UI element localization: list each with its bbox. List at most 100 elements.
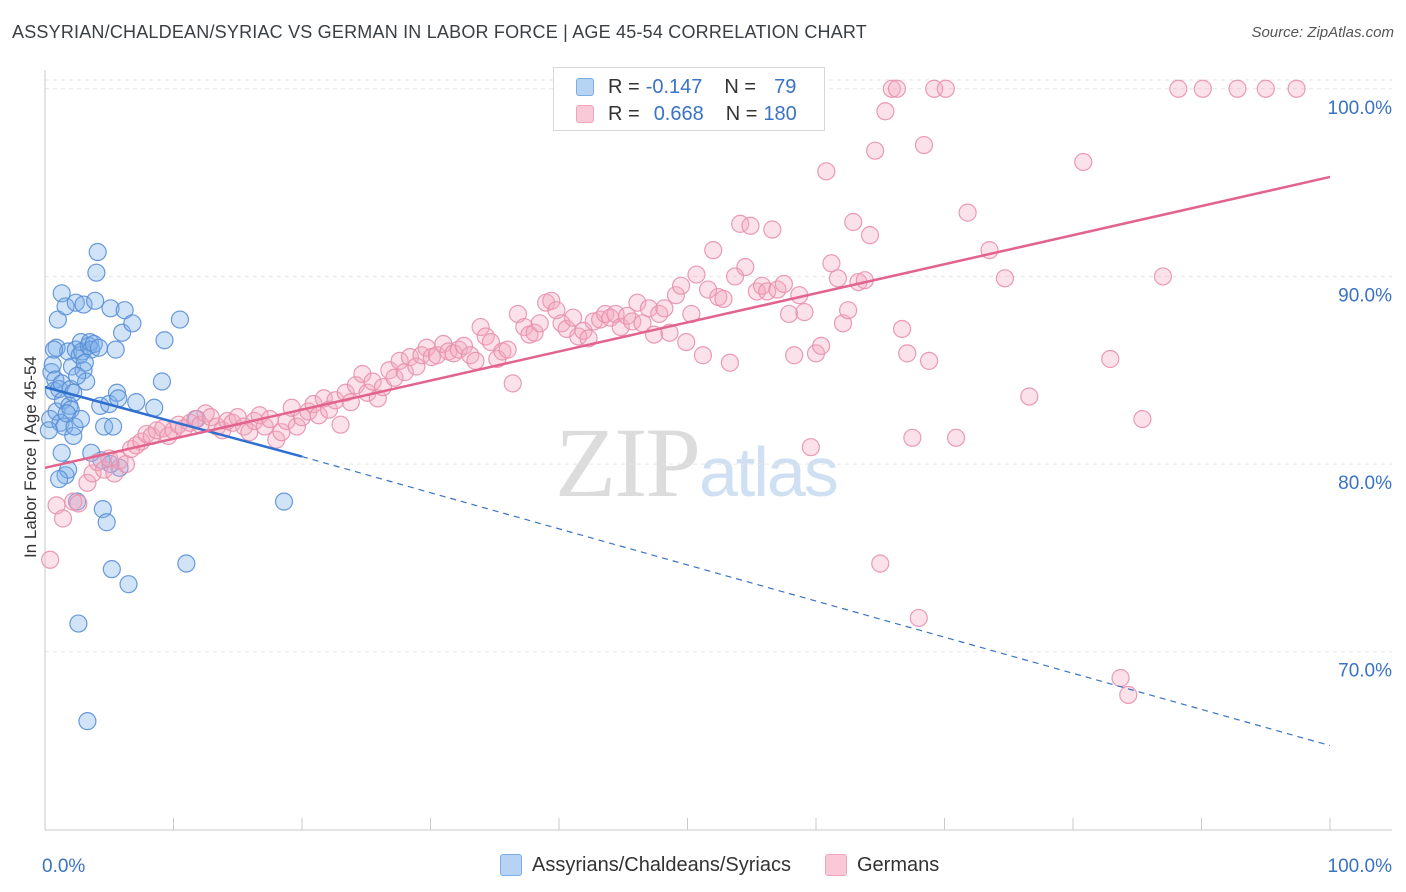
data-point	[1133, 409, 1152, 429]
data-point	[145, 398, 164, 417]
y-tick-label: 80.0%	[1338, 473, 1392, 494]
data-point	[95, 460, 114, 479]
data-point	[123, 314, 142, 333]
data-point	[909, 608, 928, 628]
data-point	[44, 340, 64, 359]
data-point	[78, 473, 97, 492]
watermark-zip: ZIP	[555, 407, 701, 518]
data-point	[331, 415, 350, 434]
data-point	[747, 282, 766, 301]
data-point	[828, 269, 847, 288]
data-point	[43, 355, 62, 374]
data-point	[876, 102, 895, 121]
data-point	[919, 351, 939, 370]
data-point	[1169, 79, 1188, 98]
data-point	[892, 319, 912, 339]
data-point	[628, 293, 647, 312]
data-point	[363, 372, 382, 391]
data-point	[1256, 79, 1275, 98]
data-point	[466, 351, 485, 370]
data-point	[995, 269, 1014, 288]
data-point	[78, 712, 97, 731]
series-germans	[41, 79, 1306, 704]
data-point	[53, 509, 73, 528]
data-point	[763, 220, 782, 239]
data-point	[903, 428, 922, 447]
legend-row-assyrians: R = -0.147 N = 79	[576, 74, 796, 100]
data-point	[104, 417, 123, 436]
data-point	[52, 443, 71, 462]
data-point	[530, 314, 549, 333]
data-point	[97, 513, 116, 532]
data-point	[822, 254, 841, 273]
data-point	[882, 79, 901, 98]
data-point	[127, 393, 146, 412]
chart-source: Source: ZipAtlas.com	[1251, 24, 1394, 41]
data-point	[177, 554, 196, 573]
data-point	[671, 276, 691, 295]
data-point	[287, 417, 306, 436]
data-point	[69, 614, 88, 633]
legend-n-label: N =	[724, 75, 757, 98]
y-tick-label: 90.0%	[1338, 285, 1392, 306]
data-point	[400, 348, 420, 367]
data-point	[385, 368, 404, 387]
data-point	[666, 286, 686, 305]
data-point	[564, 308, 583, 327]
trend-line-assyrians	[44, 385, 303, 458]
data-point	[50, 469, 69, 489]
data-point	[817, 162, 836, 181]
data-point	[774, 274, 793, 294]
data-point	[1074, 152, 1093, 172]
data-point	[64, 426, 83, 446]
y-tick-label: 70.0%	[1338, 661, 1392, 682]
data-point	[74, 295, 93, 314]
data-point	[336, 383, 355, 402]
data-point	[119, 575, 138, 594]
data-point	[1287, 79, 1306, 98]
data-point	[639, 299, 659, 318]
data-point	[503, 374, 522, 393]
legend-n-value: 180	[763, 102, 797, 125]
series-assyrians	[39, 242, 294, 731]
data-points	[39, 79, 1306, 731]
watermark: ZIPatlas	[555, 405, 839, 520]
data-point	[107, 383, 127, 402]
data-point	[71, 409, 91, 429]
legend-n-label: N =	[725, 102, 758, 125]
data-point	[101, 299, 120, 318]
y-axis-label: In Labor Force | Age 45-54	[21, 356, 40, 558]
legend-n-value: 79	[774, 75, 797, 98]
data-point	[1111, 668, 1130, 688]
data-point	[476, 327, 495, 346]
data-point	[914, 135, 934, 155]
data-point	[655, 299, 674, 318]
data-point	[677, 332, 696, 352]
data-point	[1228, 79, 1247, 98]
correlation-legend: R = -0.147 N = 79 R = 0.668 N = 180	[553, 67, 825, 131]
data-point	[714, 289, 733, 309]
x-tick-label-min: 0.0%	[42, 856, 85, 877]
data-point	[170, 310, 190, 329]
data-point	[958, 203, 977, 222]
legend-r-value: -0.147	[645, 75, 703, 98]
data-point	[936, 79, 955, 98]
data-point	[102, 560, 121, 579]
legend-r-label: R =	[608, 75, 640, 98]
data-point	[795, 302, 814, 322]
y-tick-label: 100.0%	[1328, 98, 1393, 119]
data-point	[471, 317, 490, 337]
bottom-swatch-germans	[825, 854, 847, 876]
data-point	[353, 364, 372, 384]
axes	[44, 70, 1392, 831]
data-point	[56, 297, 75, 316]
data-point	[860, 226, 880, 245]
data-point	[1101, 349, 1120, 369]
data-point	[68, 366, 87, 385]
data-point	[552, 314, 571, 333]
legend-swatch-assyrians	[576, 78, 594, 96]
data-point	[390, 351, 409, 370]
data-point	[736, 257, 755, 277]
data-point	[39, 421, 58, 440]
